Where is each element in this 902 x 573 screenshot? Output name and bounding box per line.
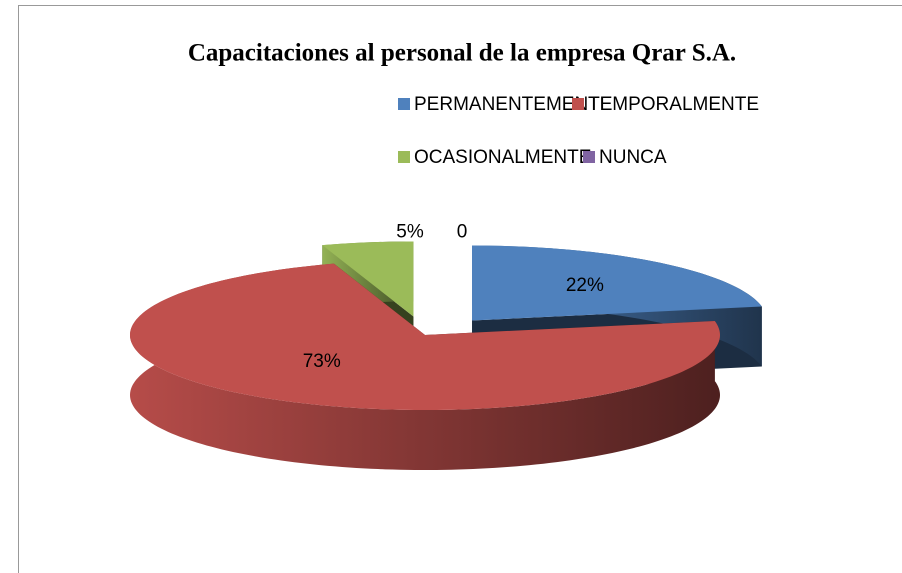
slice: [322, 241, 414, 317]
legend-label: PERMANENTEMENTE: [414, 94, 612, 115]
legend-swatch: [583, 151, 595, 163]
data-label: 22%: [566, 275, 604, 296]
legend-swatch: [398, 98, 410, 110]
chart-title: Capacitaciones al personal de la empresa…: [188, 40, 736, 67]
legend-swatch: [572, 98, 584, 110]
legend-swatch: [398, 151, 410, 163]
data-label: 0: [457, 221, 468, 242]
slice: [130, 263, 720, 410]
legend-label: TEMPORALMENTE: [588, 94, 759, 115]
legend-label: NUNCA: [599, 147, 667, 168]
chart-frame: [18, 5, 902, 573]
legend-label: OCASIONALMENTE: [414, 147, 591, 168]
data-label: 5%: [396, 221, 424, 242]
data-label: 73%: [303, 351, 341, 372]
slice: [472, 245, 762, 321]
